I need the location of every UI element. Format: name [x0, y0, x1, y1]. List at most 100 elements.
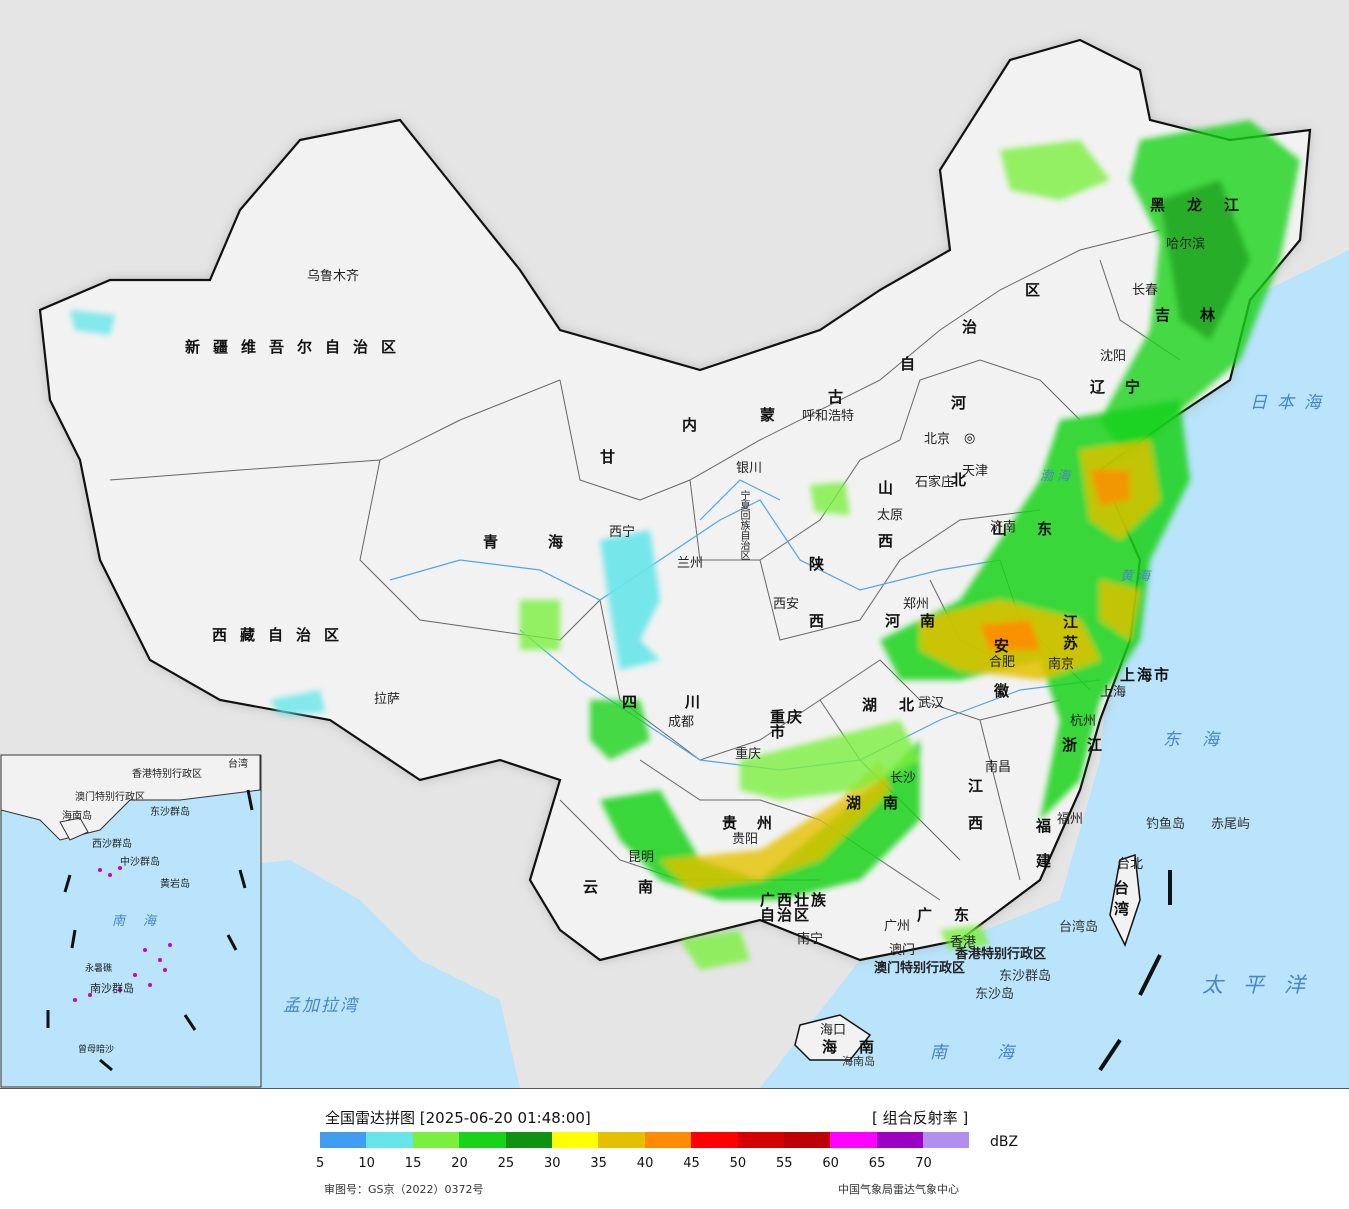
city-label-xian: 西安: [773, 597, 800, 612]
colorbar-tick-label: 20: [451, 1156, 468, 1171]
region-label-hk: 香港特别行政区: [955, 947, 1047, 962]
region-label-neimenggu-3: 古: [828, 388, 857, 406]
island-label-dongsha: 东沙岛: [975, 987, 1015, 1002]
colorbar-tick-label: 35: [590, 1156, 607, 1171]
island-label-taiwan: 台湾岛: [1059, 920, 1099, 935]
colorbar-tick-label: 5: [316, 1156, 325, 1171]
city-label-hohhot: 呼和浩特: [802, 409, 855, 424]
sea-label-japan: 日本海: [1250, 393, 1331, 413]
city-label-taiyuan: 太原: [877, 508, 904, 523]
review-number: 审图号：GS京（2022）0372号: [324, 1183, 484, 1196]
inset-label-nansha: 南沙群岛: [90, 982, 134, 995]
region-label-sichuan: 四川: [622, 693, 749, 711]
inset-label-zengmu: 曾母暗沙: [78, 1045, 115, 1055]
region-label-hebei: 河北: [949, 395, 967, 549]
colorbar-tick-label: 55: [776, 1156, 793, 1171]
city-label-hefei: 合肥: [989, 655, 1016, 670]
map-canvas: [0, 38, 1349, 1088]
inset-label-huangyan: 黄岩岛: [160, 879, 190, 890]
city-label-lhasa: 拉萨: [374, 692, 401, 707]
region-label-ningxia: 宁夏回族自治区: [738, 490, 749, 560]
region-label-chongqing: 重庆市: [770, 708, 805, 741]
colorbar-swatch: [691, 1132, 738, 1148]
region-label-hainan: 海南: [822, 1038, 897, 1056]
region-label-shanxi: 山西: [876, 480, 894, 586]
colorbar-swatch: [320, 1132, 367, 1148]
capital-icon: ◎: [964, 431, 976, 446]
colorbar-swatch: [551, 1132, 599, 1148]
region-label-liaoning: 辽宁: [1090, 378, 1161, 396]
boundary-dashes: [1098, 870, 1172, 1072]
inset-label-south-sea: 南海: [112, 914, 175, 929]
region-label-shanghai: 上海市: [1120, 666, 1172, 684]
region-label-hunan: 湖南: [846, 794, 921, 812]
colorbar-tick-label: 50: [729, 1156, 747, 1171]
colorbar-tick-label: 45: [683, 1156, 700, 1171]
inset-label-hainan: 海南岛: [62, 811, 92, 822]
legend-unit: dBZ: [990, 1134, 1019, 1150]
inset-hainan: [59, 817, 89, 841]
colorbar-swatch: [644, 1132, 692, 1148]
region-label-jiangxi: 江西: [966, 778, 984, 852]
city-label-harbin: 哈尔滨: [1166, 237, 1206, 252]
sea-label-pacific: 太平洋: [1202, 973, 1325, 997]
city-label-xining: 西宁: [609, 525, 636, 540]
colorbar-tick-label: 30: [544, 1156, 561, 1171]
region-label-fujian: 福建: [1034, 818, 1052, 888]
region-label-xinjiang: 新疆维吾尔自治区: [185, 338, 410, 356]
region-label-neimenggu-2: 蒙: [760, 406, 789, 424]
hainan-land: [794, 1014, 872, 1061]
region-label-guizhou: 贵州: [722, 814, 793, 832]
city-label-kunming: 昆明: [628, 850, 655, 865]
inset-label-zhongsha: 中沙群岛: [120, 857, 160, 868]
colorbar-swatch: [505, 1132, 552, 1148]
region-label-yunnan: 云南: [583, 878, 694, 896]
legend-panel: 全国雷达拼图 [2025-06-20 01:48:00] [ 组合反射率 ] 5…: [0, 1088, 1349, 1209]
colorbar-swatch: [737, 1132, 784, 1148]
colorbar-tick-label: 70: [915, 1156, 932, 1171]
china-land: [38, 38, 1312, 962]
colorbar-tick-label: 40: [636, 1156, 654, 1171]
colorbar-tick-label: 15: [404, 1156, 422, 1171]
island-label-chiwei: 赤尾屿: [1211, 817, 1251, 832]
region-label-guangdong: 广东: [917, 906, 992, 924]
city-label-taipei: 台北: [1117, 857, 1144, 872]
ocean: [760, 250, 1349, 1088]
colorbar: [320, 1132, 970, 1148]
city-label-guangzhou: 广州: [884, 919, 911, 934]
radar-map: 新疆维吾尔自治区 西藏自治区 青海 甘 四川 云南 内 蒙 古 自 治 区 黑龙…: [0, 0, 1349, 1088]
colorbar-swatch: [459, 1132, 506, 1148]
city-label-hongkong: 香港: [950, 935, 977, 950]
region-label-qinghai: 青海: [483, 533, 614, 551]
region-label-jilin: 吉林: [1155, 306, 1246, 324]
city-label-nanning: 南宁: [797, 932, 824, 947]
inset-label-taiwan: 台湾: [228, 759, 248, 770]
region-label-guangxi: 广西壮族自治区: [760, 891, 829, 924]
colorbar-swatch: [923, 1132, 970, 1148]
inset-label-dongsha: 东沙群岛: [150, 807, 190, 818]
region-label-shandong: 山东: [992, 520, 1083, 538]
inset-label-xisha: 西沙群岛: [92, 839, 132, 850]
inset-dashes: [46, 789, 254, 1072]
japan-sea: [1230, 270, 1349, 560]
city-label-beijing: 北京: [924, 432, 951, 447]
region-label-henan: 河南: [885, 612, 956, 630]
city-label-chongqing: 重庆: [735, 747, 762, 762]
region-label-taiwan: 台湾: [1112, 880, 1130, 922]
city-label-nanjing: 南京: [1048, 657, 1075, 672]
colorbar-tick-label: 25: [497, 1156, 515, 1171]
city-label-lanzhou: 兰州: [677, 556, 704, 571]
colorbar-tick-label: 60: [822, 1156, 839, 1171]
region-label-shaanxi: 陕西: [807, 556, 825, 670]
sea-label-yellow: 黄海: [1120, 569, 1155, 584]
city-label-macau: 澳门: [889, 943, 916, 958]
colorbar-tick-label: 65: [868, 1156, 886, 1171]
inset-islands: [73, 866, 172, 1002]
inset-label-hk: 香港特别行政区: [132, 769, 202, 780]
city-label-hangzhou: 杭州: [1070, 714, 1097, 729]
city-label-zhengzhou: 郑州: [903, 597, 930, 612]
legend-product: [ 组合反射率 ]: [872, 1109, 969, 1127]
sea-label-bohai: 渤海: [1040, 469, 1075, 484]
city-label-nanchang: 南昌: [985, 760, 1012, 775]
region-label-neimenggu-4: 自: [900, 355, 929, 373]
